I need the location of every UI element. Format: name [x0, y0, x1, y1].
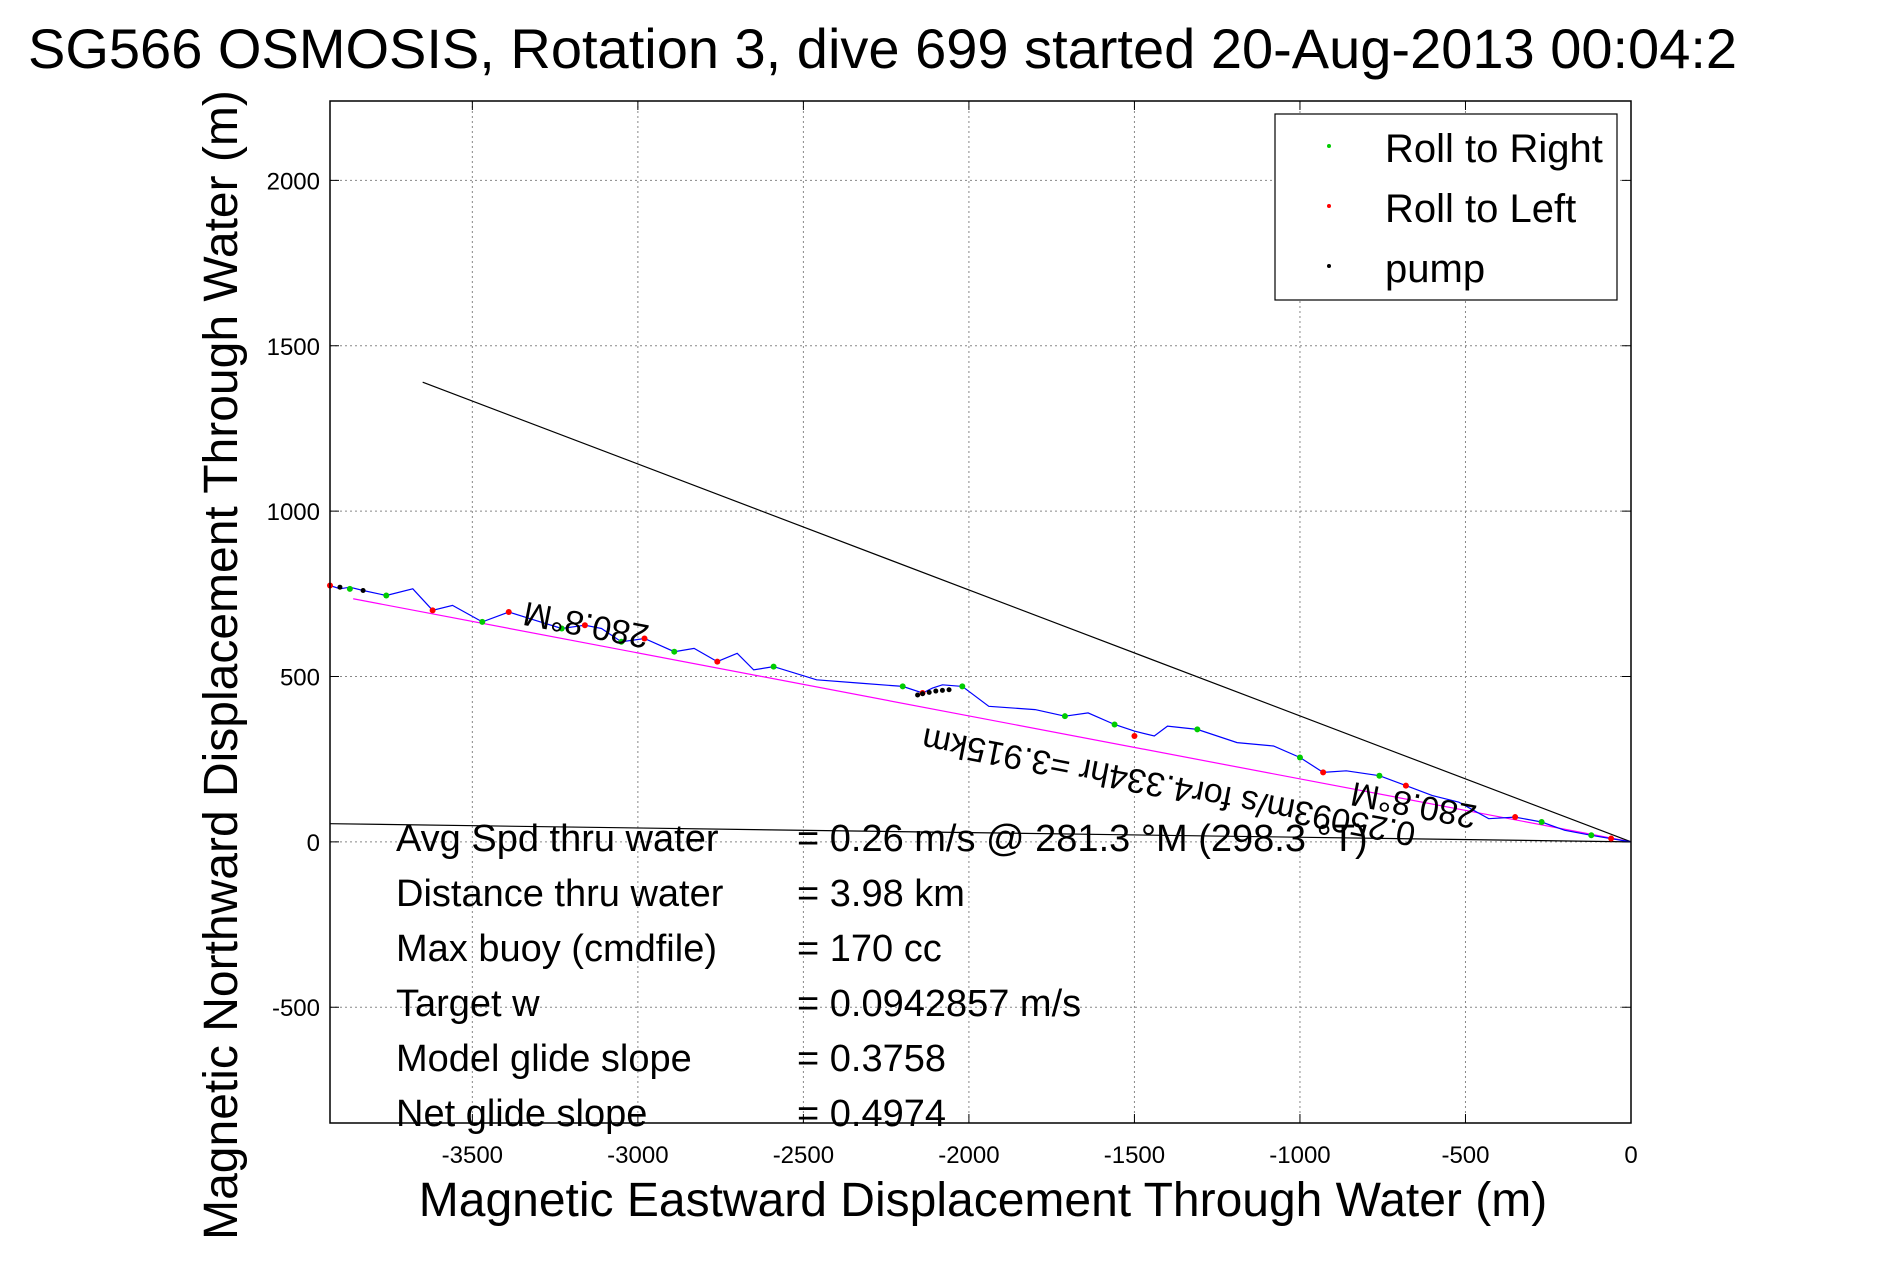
pump-point [915, 692, 921, 698]
roll-right-point [558, 625, 565, 632]
axis-ticks: -3500 -3000 -2500 -2000 -1500 -1000 -500 0 -500 0… [267, 101, 1638, 1169]
roll-right-point [618, 638, 625, 645]
x-tick-label: 0 [1624, 1142, 1637, 1169]
y-tick-label: 500 [280, 664, 320, 691]
x-tick-label: -1000 [1269, 1142, 1330, 1169]
y-tick-label: 1500 [267, 334, 320, 361]
roll-left-point [1608, 835, 1615, 842]
roll-left-point [641, 635, 648, 642]
stat-value: = 0.26 m/s @ 281.3 °M (298.3 °T) [797, 818, 1368, 860]
stat-label: Distance thru water [396, 873, 724, 915]
legend-marker [1327, 204, 1331, 208]
y-tick-label: 1000 [267, 499, 320, 526]
stats-block: Avg Spd thru water = 0.26 m/s @ 281.3 °M … [396, 818, 1368, 1135]
stat-value: = 0.0942857 m/s [797, 983, 1081, 1025]
net-heading-line [353, 598, 1632, 843]
roll-left-point [1320, 769, 1327, 776]
roll-right-point [383, 592, 390, 599]
pump-point [360, 588, 366, 594]
legend: Roll to Right Roll to Left pump [1274, 113, 1618, 301]
stat-label: Net glide slope [396, 1093, 647, 1135]
y-tick-label: -500 [272, 995, 320, 1022]
glide-direction-line [422, 381, 1632, 843]
roll-left-point [429, 607, 436, 614]
roll-left-point [1402, 782, 1409, 789]
roll-right-point [1538, 819, 1545, 826]
pump-point [933, 688, 939, 694]
roll-left-point [714, 658, 721, 665]
plot-frame [329, 100, 1632, 1124]
stat-label: Model glide slope [396, 1038, 692, 1080]
roll-right-point [1296, 754, 1303, 761]
chart-title: SG566 OSMOSIS, Rotation 3, dive 699 star… [28, 17, 1737, 80]
x-tick-label: -2000 [938, 1142, 999, 1169]
legend-label: Roll to Right [1385, 127, 1603, 171]
roll-right-point [899, 683, 906, 690]
roll-right-point [671, 648, 678, 655]
roll-left-point [1512, 814, 1519, 821]
pump-point [920, 691, 926, 697]
stat-value: = 0.3758 [797, 1038, 946, 1080]
x-axis-label: Magnetic Eastward Displacement Through W… [419, 1174, 1547, 1227]
legend-marker [1327, 144, 1331, 148]
y-tick-label: 2000 [267, 168, 320, 195]
track-line [329, 584, 1632, 843]
stat-value: = 170 cc [797, 928, 942, 970]
pump-point [926, 689, 932, 695]
stat-value: = 0.4974 [797, 1093, 946, 1135]
x-tick-label: -500 [1441, 1142, 1489, 1169]
track-series [329, 584, 1632, 843]
stat-label: Avg Spd thru water [396, 818, 719, 860]
stat-label: Target w [396, 983, 540, 1025]
roll-right-point [1111, 721, 1118, 728]
roll-left-point [1131, 733, 1138, 740]
legend-marker [1327, 264, 1331, 268]
pump-point [337, 584, 343, 590]
roll-left-point [505, 609, 512, 615]
roll-right-point [1061, 713, 1068, 720]
average-direction-line [329, 823, 1632, 843]
legend-label: pump [1385, 247, 1485, 291]
y-tick-label: 0 [307, 830, 320, 857]
roll-left-point [581, 622, 588, 629]
roll-right-point [959, 683, 966, 690]
x-tick-label: -2500 [773, 1142, 834, 1169]
x-tick-label: -3500 [442, 1142, 503, 1169]
x-tick-label: -3000 [607, 1142, 668, 1169]
x-tick-label: -1500 [1104, 1142, 1165, 1169]
roll-right-point [1376, 772, 1383, 779]
stat-value: = 3.98 km [797, 873, 965, 915]
roll-markers [327, 582, 1615, 842]
reference-lines [329, 381, 1632, 843]
roll-right-point [346, 585, 353, 592]
pump-point [939, 687, 945, 693]
roll-right-point [1194, 726, 1201, 733]
y-axis-label: Magnetic Northward Displacement Through … [195, 90, 248, 1240]
legend-label: Roll to Left [1385, 187, 1576, 231]
pump-point [946, 687, 952, 693]
roll-right-point [1588, 832, 1595, 839]
legend-box [1274, 113, 1618, 301]
roll-right-point [479, 618, 486, 625]
stat-label: Max buoy (cmdfile) [396, 928, 717, 970]
roll-right-point [770, 663, 777, 670]
